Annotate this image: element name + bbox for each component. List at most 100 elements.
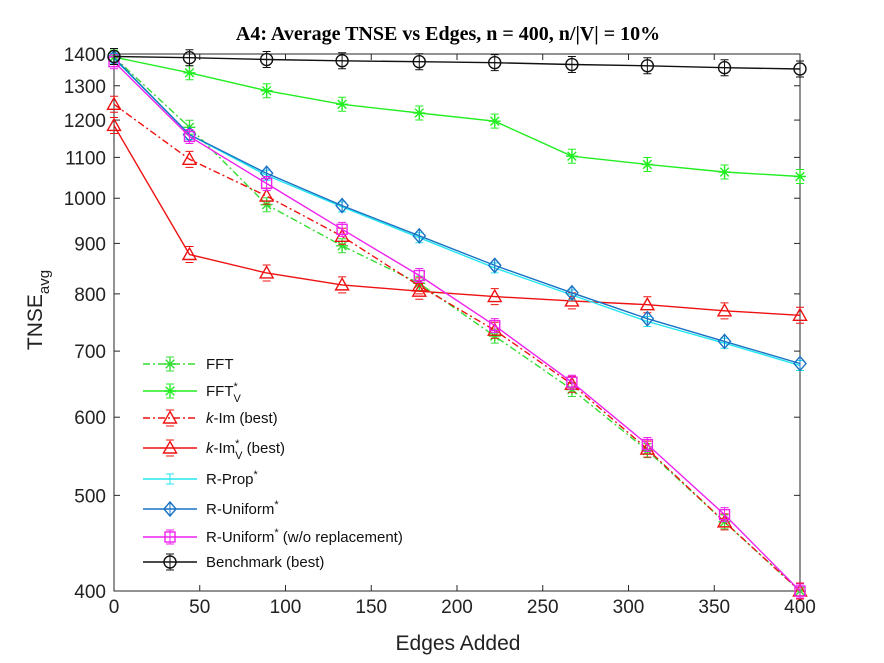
legend-label-runif_wo: R-Uniform* (w/o replacement) [206, 527, 403, 546]
data-point-fft_v [336, 96, 349, 112]
data-point-fft_v [565, 148, 578, 164]
data-point-runif [717, 333, 732, 350]
y-tick-label: 400 [74, 582, 106, 603]
legend-entry-bench: Benchmark (best) [143, 553, 324, 571]
data-point-runif_wo [413, 268, 425, 284]
data-point-runif [564, 284, 579, 301]
data-point-runif_wo [183, 128, 196, 144]
data-point-bench [259, 51, 274, 69]
x-tick-label: 400 [784, 597, 816, 618]
legend-marker-runif [163, 500, 177, 518]
x-tick-label: 250 [527, 597, 559, 618]
data-point-fft_v [794, 169, 806, 184]
data-point-bench [717, 59, 732, 77]
x-tick-label: 150 [355, 597, 387, 618]
data-point-fft_v [488, 113, 501, 129]
legend-label-bench: Benchmark (best) [206, 554, 324, 571]
legend-entry-kim_v: k-Im* V (best) [143, 438, 285, 462]
legend-marker-runif_wo [164, 529, 176, 545]
data-point-kim_v [487, 288, 503, 306]
legend-marker-rprop [166, 473, 174, 485]
data-point-runif [793, 355, 807, 372]
legend-label-runif: R-Uniform* [206, 499, 279, 518]
legend-entry-runif_wo: R-Uniform* (w/o replacement) [143, 527, 403, 546]
data-point-runif_wo [489, 318, 501, 334]
series-line-runif_wo [113, 61, 801, 592]
data-point-kim [181, 150, 198, 168]
legend-label-fft_v: FFT* V [206, 381, 242, 405]
y-tick-label: 600 [74, 408, 106, 429]
data-point-runif_wo [718, 507, 731, 523]
legend-label-rprop: R-Prop* [206, 469, 259, 488]
data-point-bench [412, 53, 426, 71]
series-line-bench [113, 55, 801, 70]
legend-entry-rprop: R-Prop* [143, 469, 259, 488]
data-point-fft_v [413, 105, 426, 121]
chart-title: A4: Average TNSE vs Edges, n = 400, n/|V… [236, 23, 660, 45]
data-point-kim [106, 95, 122, 113]
data-point-bench [565, 56, 579, 74]
legend-marker-kim [162, 409, 178, 427]
data-point-bench [182, 49, 197, 67]
data-point-kim_v [181, 245, 198, 263]
series-bench [107, 47, 807, 78]
data-point-kim_v [106, 116, 122, 134]
data-point-runif_wo [641, 436, 654, 452]
x-tick-label: 50 [189, 597, 210, 618]
legend-marker-fft_v [164, 383, 176, 399]
y-tick-label: 1000 [64, 189, 106, 210]
y-axis-ticks: 400 500 600 700 800 900 1000 1100 1200 1300 1400 [64, 45, 800, 603]
y-axis-label-sub: avg [36, 270, 53, 294]
data-point-runif [640, 310, 655, 327]
data-point-kim_v [716, 302, 733, 320]
data-point-runif [487, 257, 502, 274]
data-point-fft_v [260, 83, 273, 99]
data-point-bench [640, 57, 655, 75]
data-point-runif [335, 197, 350, 214]
y-tick-label: 1200 [64, 111, 106, 132]
series-line-rprop [113, 58, 801, 367]
data-point-bench [793, 60, 807, 78]
plot-area [113, 53, 801, 592]
series-fft_v [108, 49, 806, 184]
y-tick-label: 500 [74, 486, 106, 507]
data-point-fft_v [641, 156, 654, 172]
legend: FFT FFT* V k-Im (best) k-Im* V (best) R-Prop* R… [143, 356, 403, 571]
x-tick-label: 200 [441, 597, 473, 618]
legend-label-kim_v: k-Im* V (best) [206, 438, 285, 462]
x-tick-label: 350 [698, 597, 730, 618]
y-tick-label: 700 [74, 342, 106, 363]
legend-marker-fft [164, 356, 176, 372]
data-point-runif_wo [794, 583, 806, 599]
data-point-bench [107, 47, 121, 65]
x-tick-label: 100 [270, 597, 302, 618]
data-point-kim_v [334, 276, 350, 294]
data-point-kim_v [411, 282, 427, 300]
x-axis-label: Edges Added [396, 632, 521, 655]
legend-label-kim: k-Im (best) [206, 410, 278, 427]
y-tick-label: 1400 [64, 45, 106, 66]
data-point-bench [488, 54, 502, 72]
legend-entry-fft_v: FFT* V [143, 381, 242, 405]
data-point-fft_v [718, 164, 731, 180]
data-point-kim_v [792, 306, 808, 324]
series-line-fft_v [113, 56, 801, 178]
legend-marker-kim_v [162, 439, 178, 457]
x-tick-label: 0 [109, 597, 120, 618]
legend-entry-kim: k-Im (best) [143, 409, 278, 427]
legend-marker-bench [163, 553, 177, 571]
y-axis-label-main: TNSE [24, 294, 47, 350]
series-line-fft [113, 56, 801, 592]
series-layer [106, 47, 808, 600]
data-point-runif_wo [336, 221, 348, 237]
series-line-runif [113, 57, 801, 365]
data-point-runif_wo [566, 374, 578, 390]
y-tick-label: 800 [74, 285, 106, 306]
data-point-bench [335, 52, 349, 70]
y-axis-label: TNSEavg [24, 270, 53, 350]
data-point-runif_wo [260, 175, 273, 191]
x-axis-ticks: 0 50 100 150 200 250 300 350 400 [109, 54, 816, 618]
y-tick-label: 1100 [65, 148, 106, 169]
y-tick-label: 1300 [64, 77, 106, 98]
